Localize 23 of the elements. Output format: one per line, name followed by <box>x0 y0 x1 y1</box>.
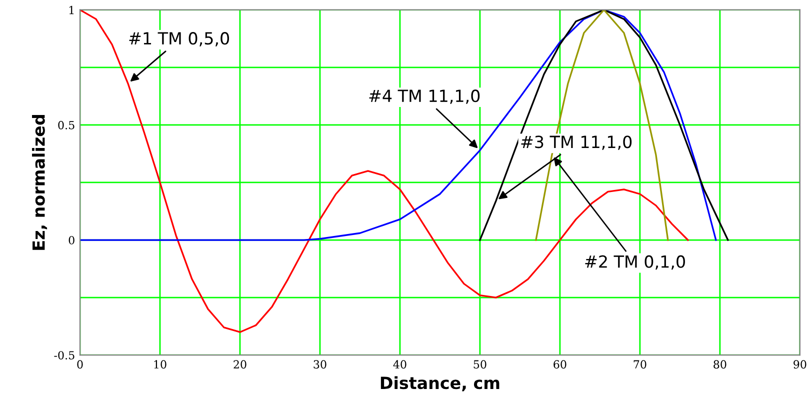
line-series <box>80 10 689 333</box>
series-label: #3 TM 11,1,0 <box>521 136 632 150</box>
x-tick-label: 40 <box>393 360 406 369</box>
x-tick-label: 10 <box>154 360 166 369</box>
x-tick-label: 60 <box>554 360 566 369</box>
x-tick-label: 20 <box>234 360 246 369</box>
series-label: #4 TM 11,1,0 <box>369 90 480 104</box>
series-label: #1 TM 0,5,0 <box>129 32 230 46</box>
series-label: #2 TM 0,1,0 <box>585 255 685 270</box>
line-series <box>80 10 717 241</box>
x-tick-label: 50 <box>474 360 486 369</box>
x-axis-title: Distance, cm <box>380 376 500 392</box>
x-tick-label: 30 <box>314 360 326 369</box>
y-tick-label: 1 <box>69 6 74 14</box>
y-tick-label: -0.5 <box>54 351 74 360</box>
x-tick-label: 90 <box>794 360 806 369</box>
x-tick-label: 70 <box>634 360 646 369</box>
line-series <box>479 10 729 241</box>
y-tick-label: 0 <box>68 236 74 244</box>
y-axis-title: Ez, normalized <box>32 115 48 250</box>
y-tick-label: 0.5 <box>58 120 74 130</box>
x-tick-label: 80 <box>714 360 726 369</box>
x-tick-label: 0 <box>77 360 83 369</box>
